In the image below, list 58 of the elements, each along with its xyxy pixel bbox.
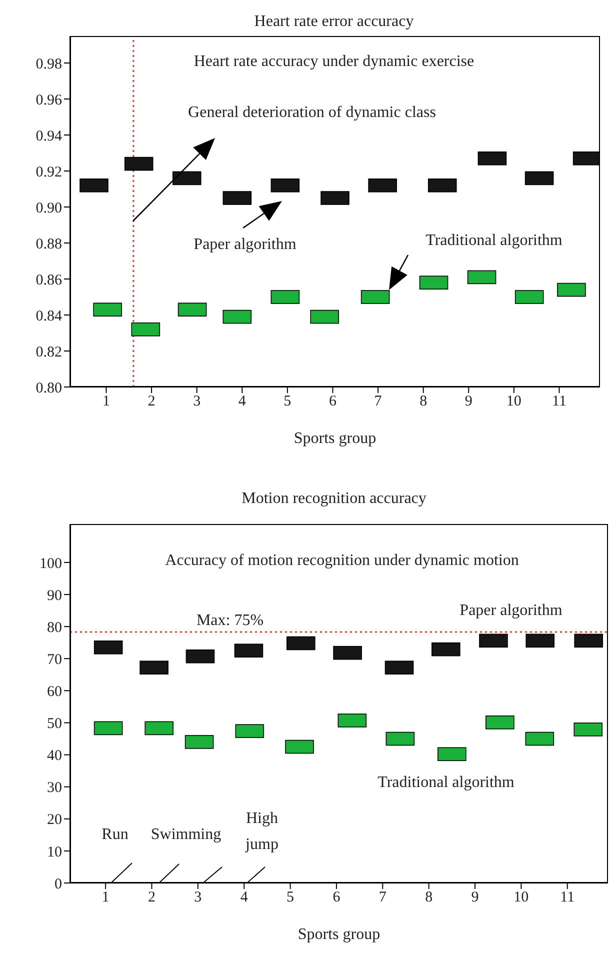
x-tick-label: 3 bbox=[194, 890, 202, 906]
x-tick-label: 8 bbox=[425, 890, 433, 906]
annotation: Max: 75% bbox=[196, 611, 264, 631]
y-tick-label: 0.90 bbox=[36, 200, 62, 216]
x-tick-label: 11 bbox=[552, 394, 566, 410]
y-tick-label: 0.86 bbox=[36, 272, 62, 288]
x-tick-label: 7 bbox=[378, 890, 387, 906]
series-label: Paper algorithm bbox=[460, 602, 562, 620]
x-tick-label: 2 bbox=[148, 394, 156, 410]
annotation: Swimming bbox=[150, 825, 222, 845]
annotation: Accuracy of motion recognition under dynamic motion bbox=[164, 551, 520, 571]
annotation: Run bbox=[102, 825, 128, 845]
x-axis-title: Sports group bbox=[298, 926, 380, 943]
x-tick-label: 1 bbox=[102, 890, 110, 906]
y-tick-label: 0.88 bbox=[36, 236, 62, 252]
y-tick-label: 70 bbox=[47, 652, 62, 668]
x-tick-label: 9 bbox=[471, 890, 479, 906]
x-tick-label: 11 bbox=[560, 890, 575, 906]
y-tick-label: 0.80 bbox=[36, 380, 62, 396]
y-tick-label: 60 bbox=[47, 684, 62, 700]
x-tick-label: 4 bbox=[240, 890, 248, 906]
x-tick-label: 5 bbox=[286, 890, 294, 906]
x-tick-label: 3 bbox=[193, 394, 201, 410]
y-tick-label: 10 bbox=[47, 844, 62, 860]
x-tick-label: 7 bbox=[374, 394, 382, 410]
y-tick-label: 0.96 bbox=[36, 92, 62, 108]
annotation: Heart rate accuracy under dynamic exercise bbox=[194, 52, 474, 72]
x-tick-label: 10 bbox=[514, 890, 529, 906]
y-tick-label: 20 bbox=[47, 812, 62, 828]
x-tick-label: 6 bbox=[332, 890, 341, 906]
y-tick-label: 0.98 bbox=[36, 56, 62, 72]
y-tick-label: 30 bbox=[47, 780, 62, 796]
y-tick-label: 0.92 bbox=[36, 164, 62, 180]
series-label: Traditional algorithm bbox=[426, 232, 562, 250]
y-tick-label: 80 bbox=[47, 620, 62, 636]
x-tick-label: 4 bbox=[238, 394, 246, 410]
x-tick-label: 1 bbox=[102, 394, 110, 410]
y-tick-label: 50 bbox=[47, 716, 62, 732]
x-axis-title: Sports group bbox=[294, 430, 376, 447]
legend-label: Paper algorithm bbox=[194, 236, 296, 254]
y-tick-label: 0 bbox=[54, 876, 62, 892]
x-tick-label: 9 bbox=[464, 394, 472, 410]
x-tick-label: 8 bbox=[420, 394, 428, 410]
annotation: General deterioration of dynamic class bbox=[188, 103, 436, 123]
x-tick-label: 2 bbox=[148, 890, 156, 906]
x-tick-label: 10 bbox=[506, 394, 522, 410]
y-tick-label: 0.82 bbox=[36, 344, 62, 360]
y-tick-label: 100 bbox=[40, 556, 62, 572]
chart-title: Motion recognition accuracy bbox=[242, 490, 426, 508]
y-tick-label: 40 bbox=[47, 748, 62, 764]
series-label: Traditional algorithm bbox=[378, 774, 514, 792]
annotation: High jump bbox=[244, 809, 280, 855]
chart-title: Heart rate error accuracy bbox=[254, 13, 414, 31]
x-tick-label: 6 bbox=[328, 394, 337, 410]
y-tick-label: 90 bbox=[47, 588, 62, 604]
x-tick-label: 5 bbox=[284, 394, 292, 410]
y-tick-label: 0.84 bbox=[36, 308, 62, 324]
y-tick-label: 0.94 bbox=[36, 128, 62, 144]
